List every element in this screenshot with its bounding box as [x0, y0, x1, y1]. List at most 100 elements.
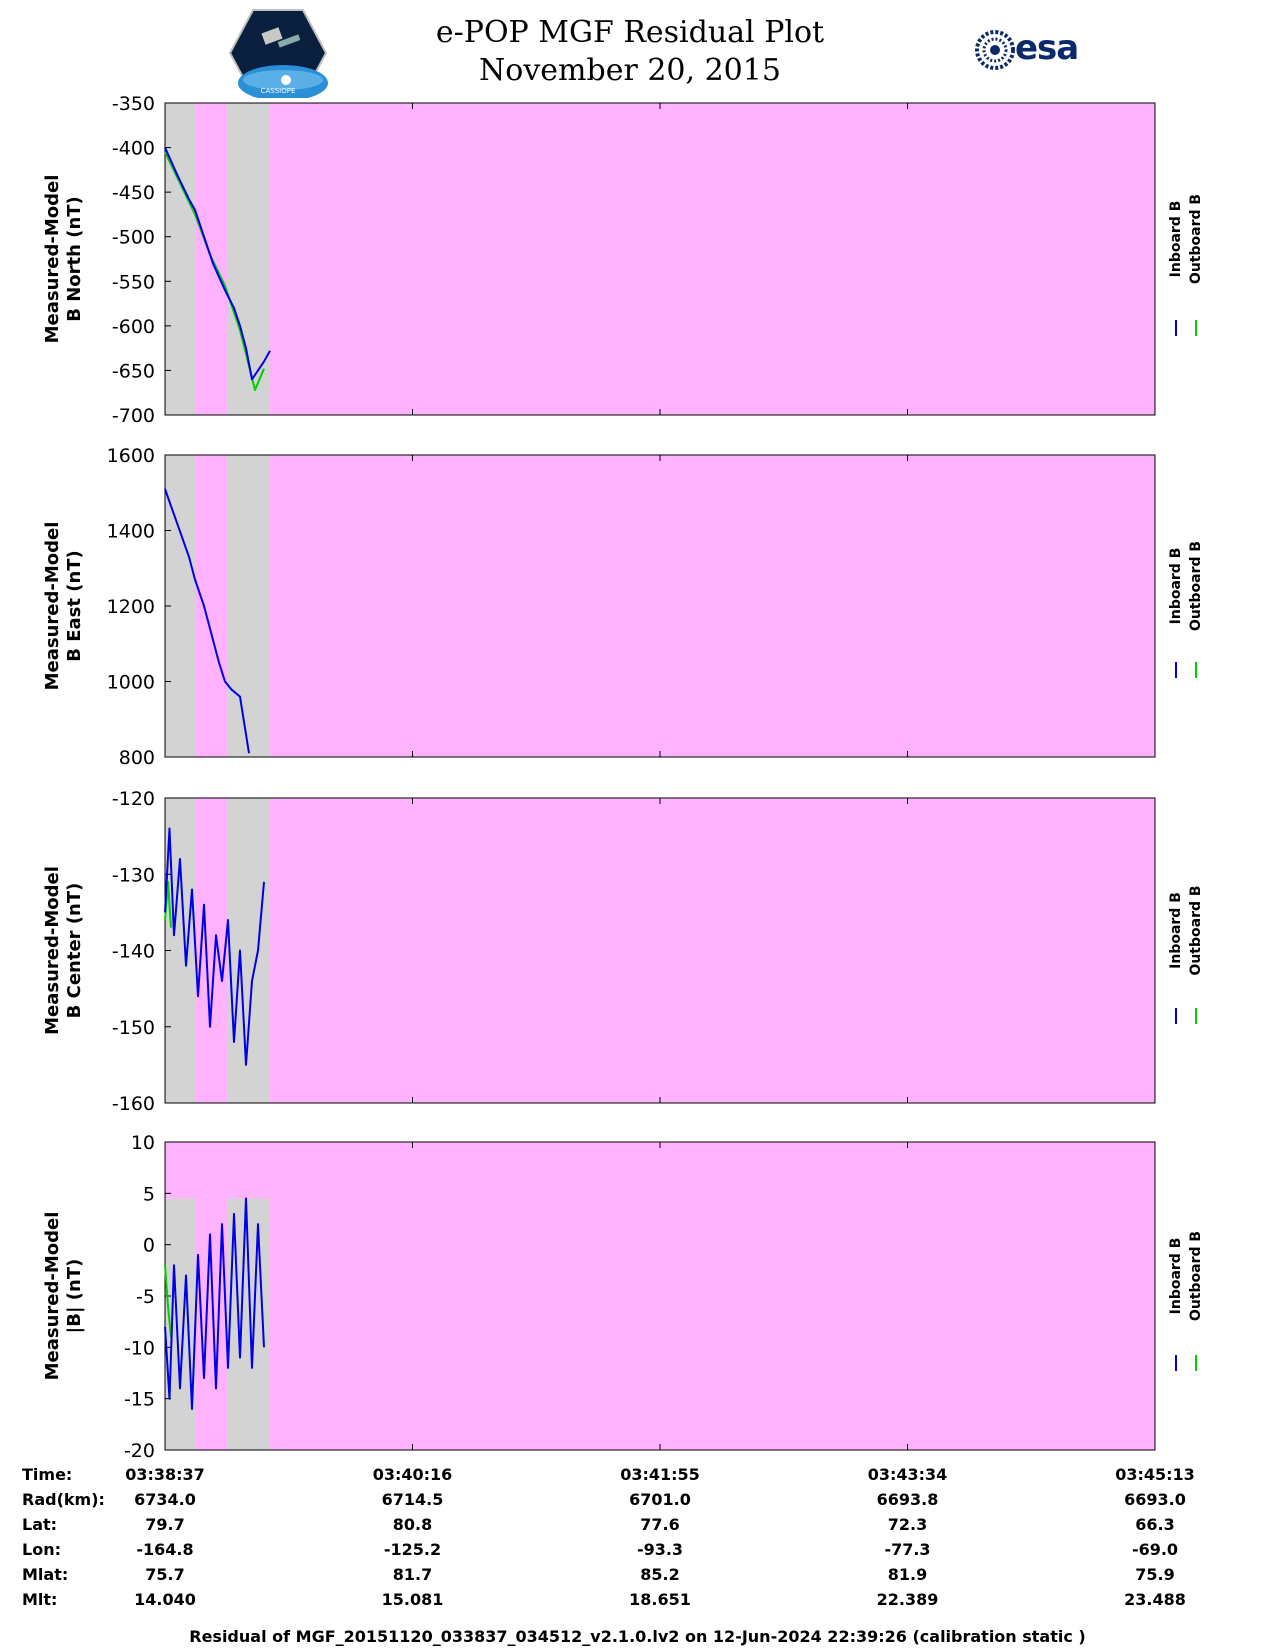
legend-outboard-label: Outboard B	[1188, 1231, 1204, 1321]
footer-caption: Residual of MGF_20151120_033837_034512_v…	[189, 1627, 1086, 1646]
plot-background	[165, 1142, 1155, 1450]
info-cell: 80.8	[392, 1515, 433, 1534]
y-tick-label-0: 10	[131, 1132, 155, 1154]
legend-inboard-label: Inboard B	[1168, 892, 1184, 969]
info-row-label: Mlt:	[22, 1590, 58, 1609]
info-row-label: Rad(km):	[22, 1490, 105, 1509]
legend-inboard-label: Inboard B	[1168, 1238, 1184, 1315]
info-cell: 6693.0	[1124, 1490, 1186, 1509]
epop-logo-text: CASSIOPE	[261, 87, 296, 95]
info-cell: 03:43:34	[867, 1465, 948, 1484]
series-inboard-line	[164, 488, 250, 754]
y-axis-label-line1: Measured-Model	[42, 175, 63, 344]
info-row: Lat: 79.7 80.8 77.6 72.3 66.3	[22, 1515, 1222, 1540]
y-axis-label-line2: B Center (nT)	[64, 883, 85, 1019]
y-axis-label-line2: |B| (nT)	[64, 1259, 85, 1334]
info-cell: -125.2	[383, 1540, 442, 1559]
panel-b_total: 10 5 0 -5 -10 -15 -20 Measured-Model |B| (nT) Inb…	[42, 1132, 1204, 1460]
y-tick-label-1: 5	[143, 1183, 155, 1205]
info-cell: 66.3	[1135, 1515, 1175, 1534]
info-cell: 22.389	[876, 1590, 939, 1609]
residual-plots: -350-400-450-500-550-600-650-700Measured…	[42, 93, 1204, 1460]
y-tick-label-1: -400	[112, 138, 155, 160]
series-outboard-line	[164, 1265, 172, 1338]
info-cell: 81.9	[887, 1565, 928, 1584]
legend-outboard-label: Outboard B	[1188, 194, 1204, 284]
legend-outboard-label: Outboard B	[1188, 885, 1204, 975]
y-tick-label-3: -5	[136, 1286, 155, 1308]
legend-inboard-label: Inboard B	[1168, 201, 1184, 278]
info-cell: 72.3	[887, 1515, 928, 1534]
info-cell: 6693.8	[876, 1490, 939, 1509]
gap-shading-1	[228, 798, 270, 1103]
panel-b_north: -350 -400 -450 -500 -550 -600 -650 -700 Measured…	[42, 93, 1204, 427]
info-cell: 75.7	[145, 1565, 185, 1584]
y-tick-label-5: -15	[124, 1389, 155, 1411]
esa-swirl-icon	[975, 30, 1015, 70]
y-tick-label-7: -700	[112, 405, 155, 427]
y-tick-label-4: 800	[119, 747, 155, 769]
gap-shading-1	[228, 455, 270, 757]
series-inboard-line	[164, 827, 265, 1066]
info-cell: 6714.5	[381, 1490, 444, 1509]
info-row: Rad(km): 6734.0 6714.5 6701.0 6693.8 6693.0	[22, 1490, 1222, 1515]
info-cell: 23.488	[1124, 1590, 1186, 1609]
y-axis-label-line1: Measured-Model	[42, 1212, 63, 1381]
info-row-label: Mlat:	[22, 1565, 69, 1584]
y-tick-label-2: 1200	[107, 596, 155, 618]
info-cell: -69.0	[1131, 1540, 1179, 1559]
esa-logo: esa	[975, 28, 1095, 74]
info-cell: 03:41:55	[620, 1465, 700, 1484]
title-block: e-POP MGF Residual Plot November 20, 201…	[390, 14, 870, 90]
info-cell: -164.8	[136, 1540, 194, 1559]
y-axis-label-line1: Measured-Model	[42, 866, 63, 1035]
legend-outboard-label: Outboard B	[1188, 541, 1204, 631]
info-row: Lon: -164.8 -125.2 -93.3 -77.3 -69.0	[22, 1540, 1222, 1565]
info-cell: 79.7	[145, 1515, 185, 1534]
y-tick-label-4: -10	[124, 1337, 155, 1359]
info-cell: 6734.0	[134, 1490, 196, 1509]
epop-mission-logo: CASSIOPE	[228, 8, 328, 101]
y-tick-label-2: -140	[112, 941, 155, 963]
y-tick-label-3: -150	[112, 1017, 155, 1039]
y-tick-label-2: -450	[112, 182, 155, 204]
y-tick-label-4: -550	[112, 271, 155, 293]
esa-logo-text: esa	[1015, 28, 1079, 68]
orbit-info-table: Time: 03:38:37 03:40:16 03:41:55 03:43:34 03:…	[22, 1465, 1222, 1615]
info-cell: 15.081	[381, 1590, 444, 1609]
info-cell: 77.6	[640, 1515, 680, 1534]
info-row-label: Lon:	[22, 1540, 61, 1559]
y-axis-label-line2: B North (nT)	[64, 196, 85, 322]
info-row: Time: 03:38:37 03:40:16 03:41:55 03:43:34 03:…	[22, 1465, 1222, 1490]
plot-background	[165, 455, 1155, 757]
series-inboard-line	[164, 1197, 265, 1410]
plot-background	[165, 103, 1155, 415]
y-axis-label-line2: B East (nT)	[64, 550, 85, 662]
info-cell: 85.2	[640, 1565, 680, 1584]
info-row: Mlt: 14.040 15.081 18.651 22.389 23.488	[22, 1590, 1222, 1615]
info-row-label: Time:	[22, 1465, 73, 1484]
y-axis-label-line1: Measured-Model	[42, 522, 63, 691]
panel-b_center: -120 -130 -140 -150 -160 Measured-Model B Cent…	[42, 788, 1204, 1115]
plot-title: e-POP MGF Residual Plot	[435, 15, 825, 50]
y-tick-label-0: -350	[112, 93, 155, 115]
panel-b_east: 1600 1400 1200 1000 800 Measured-Model B East …	[42, 445, 1204, 769]
plot-date: November 20, 2015	[479, 53, 781, 88]
y-tick-label-3: -500	[112, 227, 155, 249]
info-cell: 81.7	[392, 1565, 433, 1584]
y-tick-label-0: -120	[112, 788, 155, 810]
info-cell: 03:45:13	[1115, 1465, 1195, 1484]
info-cell: 03:40:16	[372, 1465, 453, 1484]
info-cell: 6701.0	[629, 1490, 691, 1509]
legend-inboard-label: Inboard B	[1168, 548, 1184, 625]
y-tick-label-4: -160	[112, 1093, 155, 1115]
y-tick-label-2: 0	[143, 1235, 155, 1257]
y-tick-label-1: 1400	[107, 521, 155, 543]
info-cell: -77.3	[884, 1540, 931, 1559]
y-tick-label-0: 1600	[107, 445, 155, 467]
y-tick-label-5: -600	[112, 316, 155, 338]
y-tick-label-1: -130	[112, 864, 155, 886]
info-row: Mlat: 75.7 81.7 85.2 81.9 75.9	[22, 1565, 1222, 1590]
y-tick-label-6: -650	[112, 360, 155, 382]
series-inboard-line	[164, 147, 271, 381]
